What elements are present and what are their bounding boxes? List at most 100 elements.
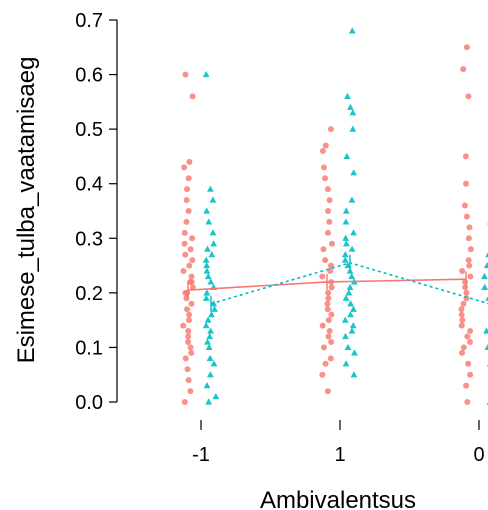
data-point [202, 70, 210, 78]
data-point [186, 158, 193, 165]
data-point [328, 284, 335, 291]
data-point [464, 333, 471, 340]
data-point [325, 208, 332, 214]
data-point [348, 27, 356, 34]
data-point [461, 202, 468, 209]
data-point [319, 273, 326, 280]
data-point [210, 360, 218, 367]
data-point [206, 354, 214, 361]
data-point [186, 311, 193, 318]
data-point [467, 273, 474, 280]
data-point [203, 261, 211, 269]
data-point [326, 328, 333, 335]
data-point [185, 328, 192, 335]
data-point [320, 246, 327, 253]
data-point [460, 300, 467, 307]
data-point [185, 208, 192, 214]
data-point [204, 245, 211, 252]
y-tick-label: 0.3 [75, 228, 103, 250]
data-point [203, 382, 211, 389]
data-point [184, 366, 191, 373]
data-point [350, 371, 358, 378]
data-point [466, 262, 473, 269]
data-point [207, 327, 214, 334]
data-point [341, 256, 349, 263]
y-tick-label: 0.1 [75, 337, 103, 359]
y-tick-label: 0.2 [75, 283, 103, 305]
data-point [208, 251, 216, 258]
data-point [205, 398, 213, 405]
y-ticks: 0.0 0.1 0.2 0.3 0.4 0.5 0.6 0.7 [75, 10, 117, 414]
data-point [342, 234, 350, 241]
data-point [343, 152, 351, 160]
data-point [465, 93, 472, 100]
data-point [466, 224, 473, 231]
data-point [342, 218, 350, 225]
data-point [462, 153, 469, 160]
data-point [203, 267, 211, 274]
data-point [208, 311, 215, 318]
data-point [181, 164, 188, 171]
data-point [209, 196, 217, 203]
data-point [209, 229, 217, 236]
data-point [182, 71, 189, 78]
data-point [459, 349, 466, 356]
data-point [322, 175, 329, 182]
data-point [346, 283, 354, 290]
data-point [351, 349, 358, 356]
data-point [349, 109, 357, 116]
data-point [186, 262, 193, 269]
data-point [180, 268, 187, 275]
data-point [207, 278, 215, 285]
data-point [203, 207, 211, 214]
data-point [326, 197, 333, 204]
data-point [185, 377, 192, 384]
x-tick-label: 1 [334, 444, 345, 466]
data-point [458, 322, 465, 329]
data-point [467, 371, 474, 378]
data-point [325, 317, 332, 324]
data-point [327, 355, 334, 362]
data-point [328, 240, 335, 247]
data-point [458, 311, 465, 318]
y-tick-label: 0.5 [75, 119, 103, 141]
data-point [341, 316, 349, 323]
data-point [350, 229, 357, 236]
data-point [325, 295, 332, 302]
data-point [319, 371, 326, 378]
data-point [322, 142, 329, 149]
data-point [183, 218, 190, 225]
data-point [184, 186, 191, 193]
data-point [188, 278, 195, 285]
data-point [205, 218, 213, 225]
x-ticks: -1 1 0 [192, 420, 485, 466]
data-point [202, 294, 210, 301]
data-point [327, 126, 334, 133]
data-point [185, 175, 192, 182]
data-point [467, 246, 474, 253]
data-point [458, 306, 465, 313]
data-point [344, 343, 352, 351]
data-point [322, 257, 329, 264]
data-point [181, 229, 188, 236]
data-point [464, 399, 471, 405]
data-point [324, 186, 331, 193]
data-point [188, 349, 195, 356]
data-point [183, 197, 190, 204]
mean-lines [187, 254, 488, 312]
data-point [328, 262, 335, 269]
data-point [204, 316, 212, 323]
data-point [463, 295, 470, 302]
data-point [483, 261, 488, 269]
data-point [322, 360, 329, 367]
data-point [188, 300, 195, 307]
data-point [182, 355, 189, 362]
data-point [348, 327, 356, 334]
data-point [180, 322, 187, 329]
data-point [189, 257, 196, 264]
data-point [485, 296, 488, 301]
data-point [324, 229, 331, 236]
data-point [325, 333, 332, 340]
x-tick-label: -1 [192, 444, 210, 466]
